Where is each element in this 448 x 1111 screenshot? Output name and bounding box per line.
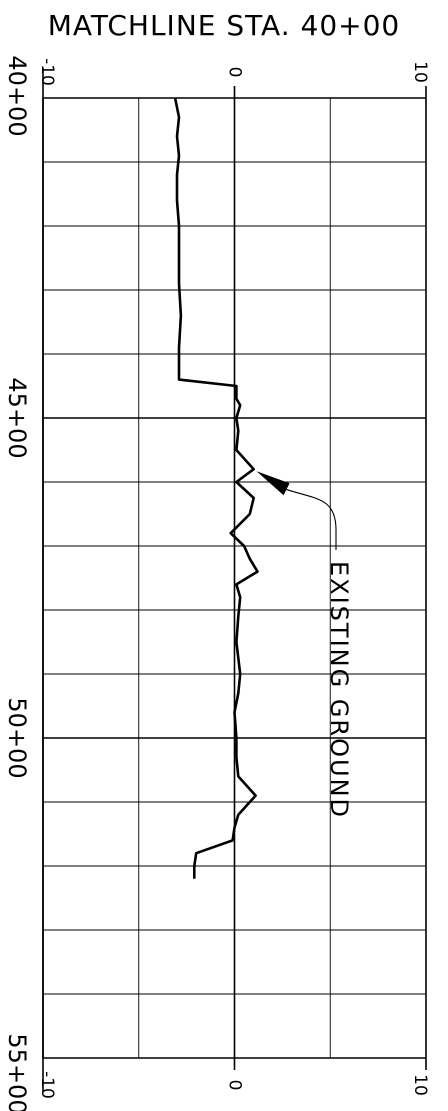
leader-line	[285, 488, 337, 550]
station-label: 40+00	[3, 55, 31, 136]
leader-arrowhead	[256, 471, 290, 496]
offset-tick-label-bottom: -10	[37, 1071, 57, 1099]
grid-lines	[42, 97, 427, 1059]
page-title: MATCHLINE STA. 40+00	[47, 9, 401, 42]
existing-ground-series	[173, 97, 259, 879]
station-label: 50+00	[3, 697, 31, 778]
existing-ground-annotation	[256, 471, 337, 550]
offset-tick-label-top: -10	[37, 58, 57, 86]
existing-ground-line	[173, 97, 259, 879]
offset-tick-label-top: 0	[225, 67, 245, 78]
offset-tick-label-top: 10	[410, 61, 430, 83]
station-label: 45+00	[3, 377, 31, 458]
station-label: 55+00	[3, 1033, 31, 1111]
offset-tick-label-bottom: 10	[410, 1074, 430, 1096]
tick-labels: -10 -10 0 0 10 10 40+00 45+00 50+00 55+00 EXISTING…	[3, 55, 430, 1111]
existing-ground-label: EXISTING GROUND	[325, 561, 353, 819]
axes	[42, 68, 427, 1092]
offset-tick-label-bottom: 0	[225, 1080, 245, 1091]
